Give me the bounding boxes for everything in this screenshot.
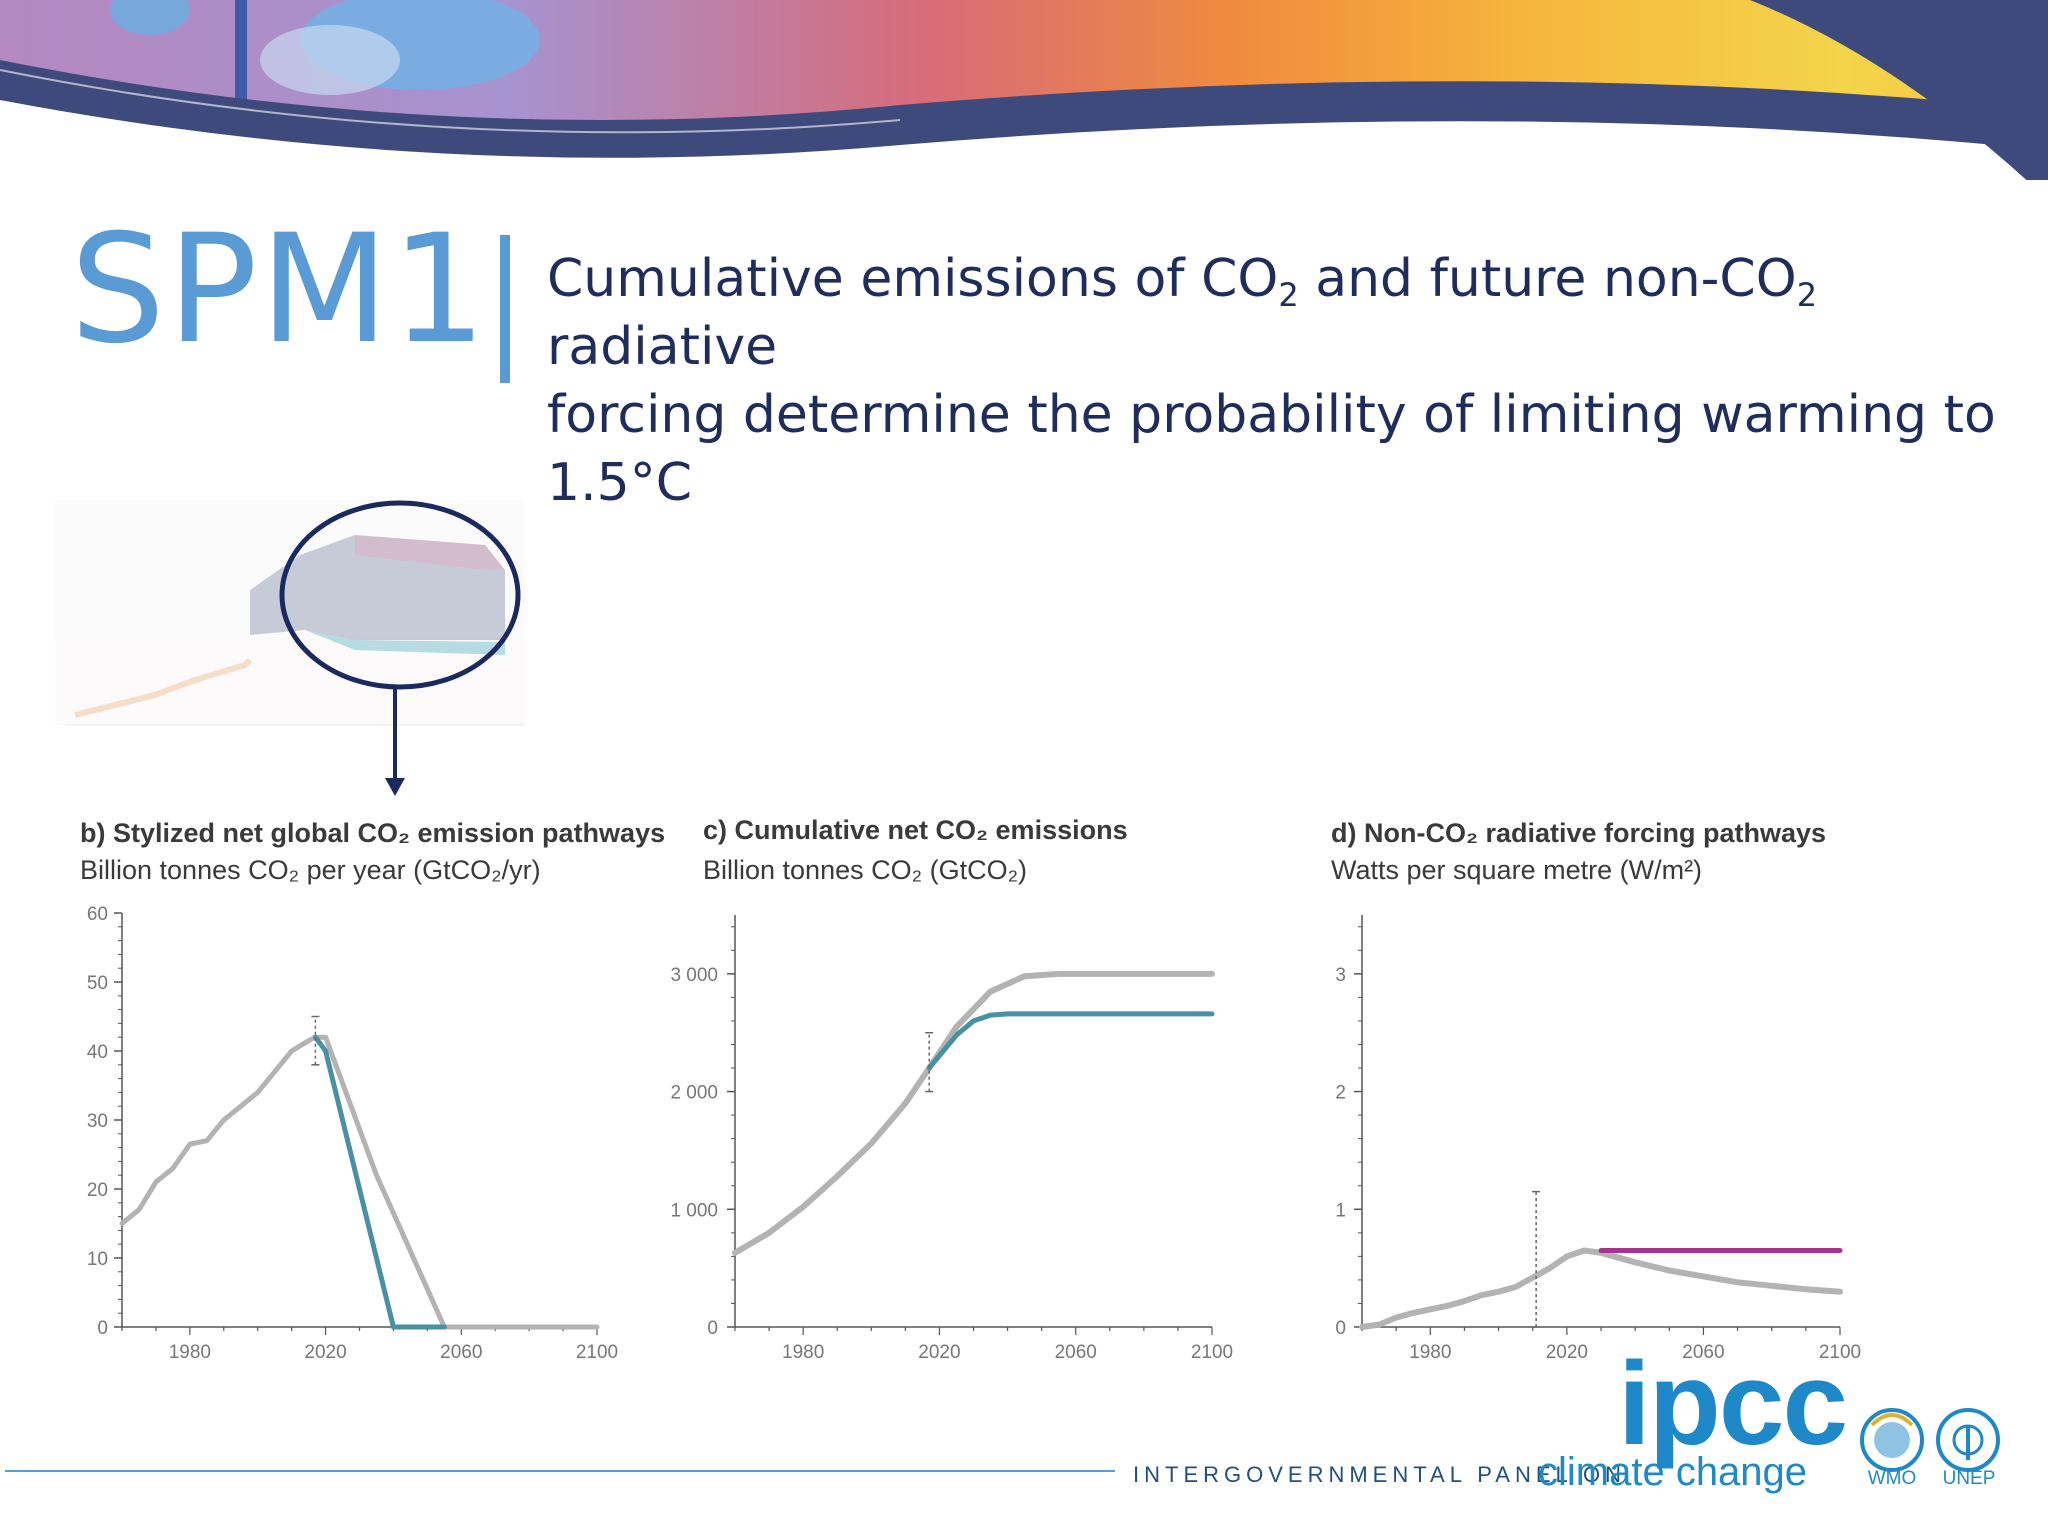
panel-b-y-tick-label: 0 xyxy=(97,1318,108,1339)
panel-c-x-tick-label: 2100 xyxy=(1191,1342,1233,1363)
panel-b-x-tick-label: 2100 xyxy=(576,1342,618,1363)
panel-d-y-tick-label: 1 xyxy=(1335,1200,1346,1221)
panel-b-unit: Billion tonnes CO₂ per year (GtCO₂/yr) xyxy=(80,855,541,885)
thumbnail-lower-band xyxy=(305,630,505,655)
panel-c-y-tick-label: 0 xyxy=(707,1318,718,1339)
footer-rule xyxy=(5,1470,1115,1472)
panel-b-series-2-line xyxy=(312,1034,447,1330)
panel-c-y-tick-label: 3 000 xyxy=(670,965,718,986)
panel-c-x-tick-label: 2020 xyxy=(918,1342,960,1363)
panel-c-y-tick-label: 1 000 xyxy=(670,1200,718,1221)
panel-b-y-tick-label: 10 xyxy=(87,1249,108,1270)
headline-line-1: Cumulative emissions of CO2 and future n… xyxy=(547,249,1818,377)
footer-org-line: INTERGOVERNMENTAL PANEL ON xyxy=(1133,1462,1627,1487)
pointer-arrow-head xyxy=(385,778,405,796)
ipcc-logo-text: ipcc xyxy=(1618,1338,1848,1470)
panel-b-series-1-line xyxy=(119,1034,600,1330)
panel-b-y-tick-label: 40 xyxy=(87,1042,108,1063)
panel-d-title: d) Non-CO₂ radiative forcing pathways xyxy=(1331,818,1827,848)
headline-line-2: forcing determine the probability of lim… xyxy=(547,385,1996,513)
header-banner xyxy=(0,0,2048,180)
climate-change-logo-text: climate change xyxy=(1538,1450,1808,1494)
thumbnail-upper-band xyxy=(355,535,505,570)
panel-b-x-tick-label: 1980 xyxy=(169,1342,211,1363)
panel-d-y-tick-label: 2 xyxy=(1335,1083,1346,1104)
panel-d-x-tick-label: 2060 xyxy=(1682,1342,1724,1363)
panel-d-x-tick-label: 2020 xyxy=(1546,1342,1588,1363)
panel-d-x-tick-label: 2100 xyxy=(1819,1342,1861,1363)
panel-b-y-tick-label: 30 xyxy=(87,1111,108,1132)
wmo-label: WMO xyxy=(1867,1468,1917,1489)
panel-b-title: b) Stylized net global CO₂ emission path… xyxy=(80,818,666,848)
panel-c-series-1-line xyxy=(732,970,1215,1256)
panel-c-x-tick-label: 1980 xyxy=(782,1342,824,1363)
panel-b-y-tick-label: 60 xyxy=(87,904,108,925)
panel-b-y-tick-label: 20 xyxy=(87,1180,108,1201)
panel-b-y-tick-label: 50 xyxy=(87,973,108,994)
panel-d-y-tick-label: 0 xyxy=(1335,1318,1346,1339)
panel-d-y-tick-label: 3 xyxy=(1335,965,1346,986)
panel-c-y-tick-label: 2 000 xyxy=(670,1083,718,1104)
panel-b-x-tick-label: 2060 xyxy=(440,1342,482,1363)
panel-d-x-tick-label: 1980 xyxy=(1409,1342,1451,1363)
unep-label: UNEP xyxy=(1942,1468,1996,1489)
highlight-circle xyxy=(279,500,521,690)
panel-b-x-tick-label: 2020 xyxy=(304,1342,346,1363)
panel-d-unit: Watts per square metre (W/m²) xyxy=(1331,855,1703,885)
panel-a-thumbnail xyxy=(55,500,525,796)
panel-c-x-tick-label: 2060 xyxy=(1055,1342,1097,1363)
slide-headline: Cumulative emissions of CO2 and future n… xyxy=(547,245,2027,517)
panel-c-series-2-line xyxy=(926,1011,1215,1071)
panel-c-unit: Billion tonnes CO₂ (GtCO₂) xyxy=(703,855,1028,885)
panel-c-title: c) Cumulative net CO₂ emissions xyxy=(703,815,1128,845)
title-divider xyxy=(500,235,510,383)
slide-code: SPM1 xyxy=(70,203,489,377)
panel-d-series-1-line xyxy=(1359,1247,1843,1330)
unep-emblem-icon xyxy=(1936,1408,2000,1472)
wmo-emblem-icon xyxy=(1860,1408,1924,1472)
